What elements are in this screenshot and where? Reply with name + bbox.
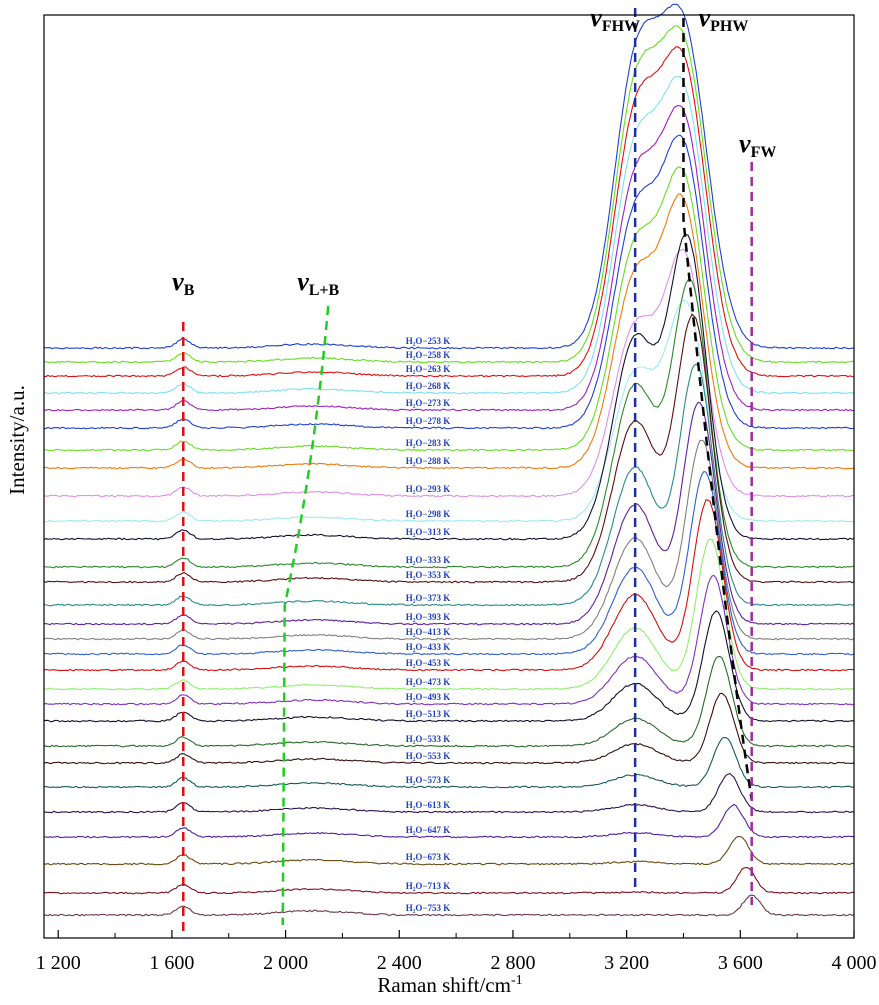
- series-label: H₂O−283 K: [406, 438, 451, 448]
- series-label: H₂O−288 K: [406, 456, 451, 466]
- vfhw-marker-label: νFHW: [590, 3, 640, 35]
- series-line: [43, 867, 855, 895]
- series-line: [43, 363, 855, 607]
- series-label: H₂O−353 K: [406, 570, 451, 580]
- series-line: [43, 234, 855, 541]
- series-line: [43, 313, 855, 584]
- axes: [43, 14, 855, 939]
- series-line: [43, 104, 854, 412]
- series-label: H₂O−268 K: [406, 381, 451, 391]
- vlb-marker-line: [281, 305, 330, 926]
- x-tick-label: 2 800: [490, 952, 535, 974]
- series-label: H₂O−713 K: [406, 881, 451, 891]
- series-line: [43, 25, 855, 364]
- series-label: H₂O−413 K: [406, 627, 451, 637]
- x-axis-label-exponent: -1: [511, 973, 523, 988]
- series-line: [43, 401, 855, 626]
- x-tick-label: 4 000: [832, 952, 877, 974]
- series-line: [43, 193, 855, 470]
- series-label: H₂O−473 K: [406, 677, 451, 687]
- series-label: H₂O−298 K: [406, 509, 451, 519]
- series-label: H₂O−333 K: [406, 555, 451, 565]
- plot-frame: [43, 14, 855, 939]
- series-label: H₂O−253 K: [406, 336, 451, 346]
- series-line: [43, 894, 855, 917]
- series-line: [43, 166, 855, 452]
- x-tick-label: 2 000: [263, 952, 308, 974]
- series-label: H₂O−393 K: [406, 612, 451, 622]
- vlb-marker-label: νL+B: [297, 267, 339, 299]
- series-line: [43, 655, 855, 748]
- series-label: H₂O−273 K: [406, 398, 451, 408]
- series-line: [43, 692, 855, 765]
- series-line: [43, 538, 854, 691]
- x-tick-label: 2 400: [377, 952, 422, 974]
- x-tick-label: 1 600: [149, 952, 194, 974]
- x-tick-label: 3 200: [604, 952, 649, 974]
- series-label: H₂O−263 K: [406, 364, 451, 374]
- series-line: [43, 803, 855, 839]
- x-axis-label-text: Raman shift/cm: [377, 973, 511, 997]
- series-label: H₂O−647 K: [406, 825, 451, 835]
- series-label: H₂O−373 K: [406, 593, 451, 603]
- x-ticks: 1 200 1 600 2 000 2 400 2 800 3 200 3 600 4 000: [36, 930, 877, 974]
- series-label: H₂O−258 K: [406, 350, 451, 360]
- peak-markers: νB νL+B νFHW νPHW νFW: [172, 3, 776, 935]
- series-line: [43, 3, 855, 350]
- series-label: H₂O−573 K: [406, 775, 451, 785]
- series-line: [43, 835, 855, 866]
- series-label: H₂O−493 K: [406, 692, 451, 702]
- series-label: H₂O−513 K: [406, 709, 451, 719]
- series-line: [43, 76, 855, 395]
- series-line: [43, 574, 855, 706]
- series-label: H₂O−533 K: [406, 734, 451, 744]
- series-line: [43, 736, 855, 789]
- series-label: H₂O−453 K: [406, 658, 451, 668]
- vphw-marker-line: [682, 18, 753, 801]
- series-line: [44, 470, 855, 656]
- series-line: [43, 134, 855, 430]
- vfw-marker-label: νFW: [739, 129, 776, 161]
- series-line: [43, 439, 855, 641]
- series-label: H₂O−313 K: [406, 527, 451, 537]
- y-axis-label: Intensity/a.u.: [5, 385, 29, 495]
- series-label: H₂O−753 K: [406, 903, 451, 913]
- spectra-curves: [43, 3, 855, 917]
- x-axis-label: Raman shift/cm-1: [377, 973, 522, 997]
- series-label: H₂O−613 K: [406, 800, 451, 810]
- series-line: [43, 610, 855, 723]
- series-label: H₂O−278 K: [406, 416, 451, 426]
- series-label: H₂O−293 K: [406, 484, 451, 494]
- series-label: H₂O−673 K: [406, 852, 451, 862]
- series-label: H₂O−433 K: [406, 642, 451, 652]
- x-tick-label: 3 600: [718, 952, 763, 974]
- vb-marker-label: νB: [172, 267, 195, 299]
- series-line: [43, 772, 855, 814]
- series-line: [43, 248, 855, 498]
- x-tick-label: 1 200: [36, 952, 81, 974]
- series-line: [43, 299, 855, 523]
- vphw-marker-label: νPHW: [699, 3, 749, 35]
- series-line: [43, 278, 854, 569]
- series-line: [43, 46, 855, 378]
- series-labels: H₂O−253 K H₂O−258 K H₂O−263 K H₂O−268 K H₂O−…: [406, 336, 451, 913]
- series-label: H₂O−553 K: [406, 751, 451, 761]
